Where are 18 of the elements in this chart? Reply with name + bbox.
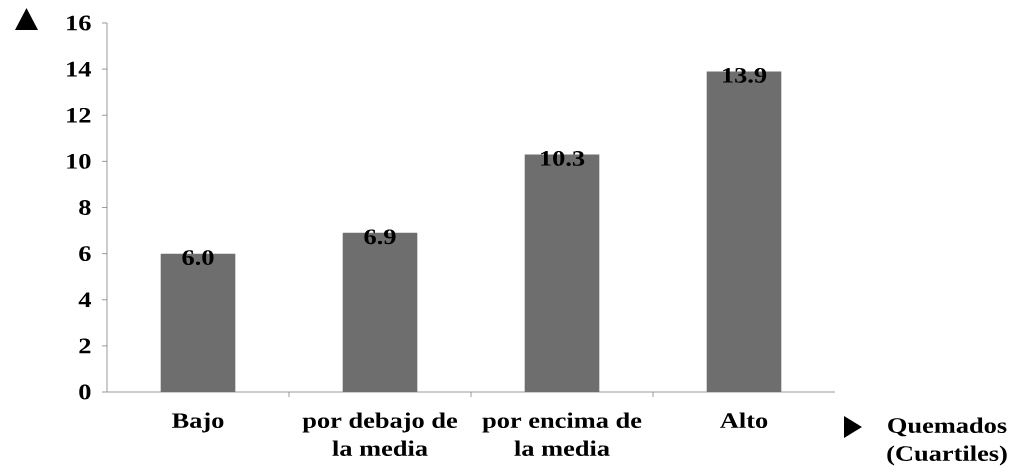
data-label: 13.9 xyxy=(723,67,767,83)
y-tick-label: 2 xyxy=(79,338,91,354)
x-tick-label: Alto xyxy=(720,412,768,429)
y-tick-label: 4 xyxy=(78,292,91,307)
y-tick-label: 10 xyxy=(67,153,91,169)
data-label: 6.9 xyxy=(364,229,396,245)
y-tick-label: 0 xyxy=(79,384,91,400)
x-axis-title: Quemados (Cuartiles) xyxy=(887,417,1007,466)
x-tick-label: por encima de la media xyxy=(482,412,642,457)
data-label: 10.3 xyxy=(541,150,585,166)
y-tick-label: 12 xyxy=(67,107,91,123)
x-tick-label: por debajo de la media xyxy=(302,412,458,457)
y-tick-label: 14 xyxy=(67,61,91,77)
y-tick-label: 6 xyxy=(79,246,91,262)
data-label: 6.0 xyxy=(182,250,214,266)
x-tick-label: Bajo xyxy=(172,412,224,433)
y-tick-label: 8 xyxy=(79,200,91,215)
y-tick-label: 16 xyxy=(67,15,91,31)
